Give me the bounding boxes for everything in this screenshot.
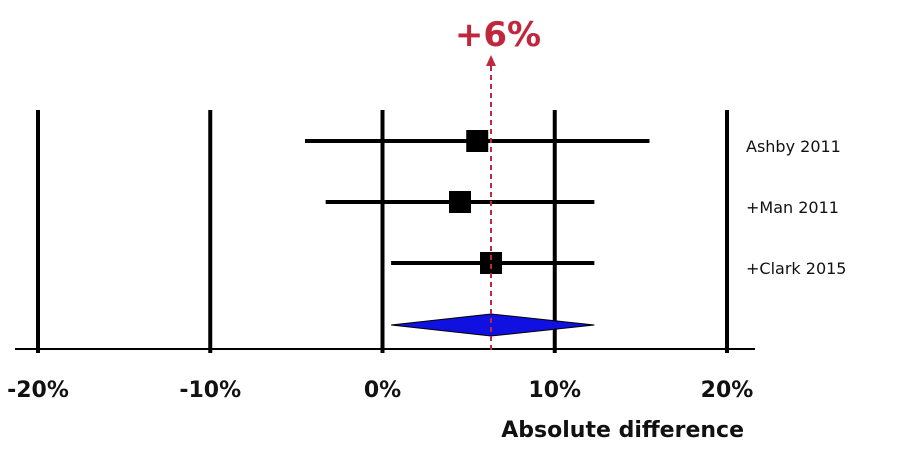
study-label: Ashby 2011: [746, 137, 841, 156]
reference-arrowhead: [486, 55, 497, 66]
x-tick-label: 10%: [528, 378, 581, 403]
study-rows: Ashby 2011 +Man 2011 +Clark 2015: [304, 130, 846, 278]
study-label: +Man 2011: [746, 198, 839, 217]
x-axis-label: Absolute difference: [501, 418, 744, 443]
x-tick-label: 20%: [701, 378, 754, 403]
pooled-estimate-label: +6%: [455, 15, 541, 55]
point-estimate-marker: [480, 252, 503, 274]
pooled-estimate-diamond: [391, 313, 595, 337]
point-estimate-marker: [466, 130, 489, 152]
x-tick-labels: -20% -10% 0% 10% 20%: [7, 378, 753, 403]
x-tick-label: -10%: [179, 378, 241, 403]
study-row: Ashby 2011: [304, 130, 841, 156]
point-estimate-marker: [449, 191, 472, 213]
x-tick-label: 0%: [364, 378, 401, 403]
study-row: +Clark 2015: [391, 252, 846, 278]
study-label: +Clark 2015: [746, 259, 846, 278]
grid-lines: [36, 110, 729, 353]
x-tick-label: -20%: [7, 378, 69, 403]
study-row: +Man 2011: [325, 191, 839, 217]
